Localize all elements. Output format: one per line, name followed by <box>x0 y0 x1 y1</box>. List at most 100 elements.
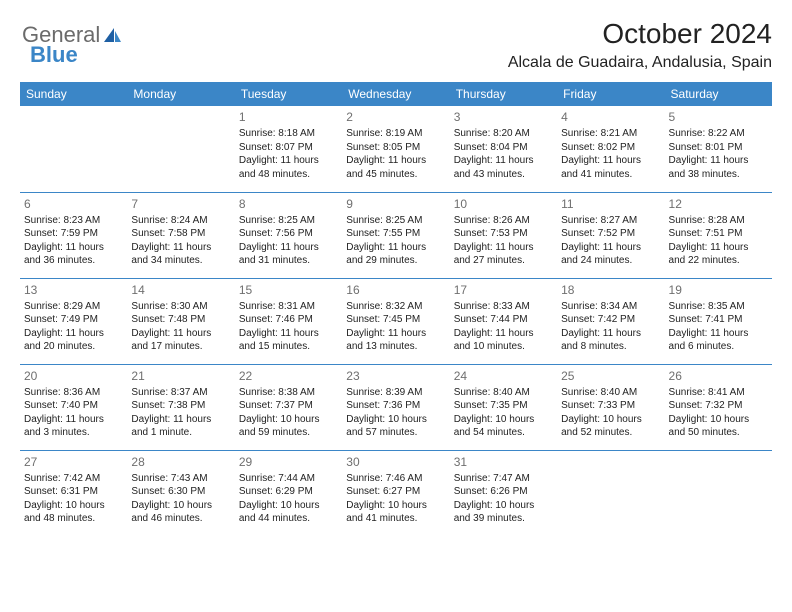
day-number: 14 <box>131 282 230 298</box>
calendar-row: 13Sunrise: 8:29 AMSunset: 7:49 PMDayligh… <box>20 278 772 364</box>
daylight-text: and 46 minutes. <box>131 512 230 526</box>
calendar-row: 6Sunrise: 8:23 AMSunset: 7:59 PMDaylight… <box>20 192 772 278</box>
calendar-cell: 12Sunrise: 8:28 AMSunset: 7:51 PMDayligh… <box>665 192 772 278</box>
sunrise-text: Sunrise: 8:18 AM <box>239 127 338 141</box>
calendar-row: 1Sunrise: 8:18 AMSunset: 8:07 PMDaylight… <box>20 106 772 192</box>
day-header: Tuesday <box>235 82 342 106</box>
sunrise-text: Sunrise: 8:37 AM <box>131 386 230 400</box>
sunset-text: Sunset: 8:04 PM <box>454 141 553 155</box>
daylight-text: Daylight: 11 hours <box>561 154 660 168</box>
sunset-text: Sunset: 7:44 PM <box>454 313 553 327</box>
daylight-text: Daylight: 11 hours <box>24 413 123 427</box>
sunrise-text: Sunrise: 8:26 AM <box>454 214 553 228</box>
page-title: October 2024 <box>20 18 772 50</box>
daylight-text: and 29 minutes. <box>346 254 445 268</box>
sunset-text: Sunset: 7:35 PM <box>454 399 553 413</box>
daylight-text: Daylight: 11 hours <box>239 327 338 341</box>
day-header-row: Sunday Monday Tuesday Wednesday Thursday… <box>20 82 772 106</box>
sunrise-text: Sunrise: 8:36 AM <box>24 386 123 400</box>
sunset-text: Sunset: 7:38 PM <box>131 399 230 413</box>
sunset-text: Sunset: 8:07 PM <box>239 141 338 155</box>
daylight-text: Daylight: 11 hours <box>454 327 553 341</box>
calendar-cell: 7Sunrise: 8:24 AMSunset: 7:58 PMDaylight… <box>127 192 234 278</box>
sunrise-text: Sunrise: 8:29 AM <box>24 300 123 314</box>
calendar-cell: 29Sunrise: 7:44 AMSunset: 6:29 PMDayligh… <box>235 450 342 536</box>
daylight-text: and 39 minutes. <box>454 512 553 526</box>
daylight-text: and 34 minutes. <box>131 254 230 268</box>
calendar-cell: 25Sunrise: 8:40 AMSunset: 7:33 PMDayligh… <box>557 364 664 450</box>
day-number: 1 <box>239 109 338 125</box>
day-number: 11 <box>561 196 660 212</box>
calendar-cell: 19Sunrise: 8:35 AMSunset: 7:41 PMDayligh… <box>665 278 772 364</box>
sunset-text: Sunset: 7:58 PM <box>131 227 230 241</box>
daylight-text: Daylight: 11 hours <box>669 241 768 255</box>
sunrise-text: Sunrise: 8:40 AM <box>454 386 553 400</box>
day-number: 9 <box>346 196 445 212</box>
daylight-text: Daylight: 11 hours <box>24 241 123 255</box>
daylight-text: Daylight: 10 hours <box>239 499 338 513</box>
calendar-cell: 27Sunrise: 7:42 AMSunset: 6:31 PMDayligh… <box>20 450 127 536</box>
daylight-text: and 3 minutes. <box>24 426 123 440</box>
sunrise-text: Sunrise: 8:38 AM <box>239 386 338 400</box>
daylight-text: Daylight: 11 hours <box>131 241 230 255</box>
daylight-text: and 41 minutes. <box>561 168 660 182</box>
day-header: Saturday <box>665 82 772 106</box>
calendar-cell: 5Sunrise: 8:22 AMSunset: 8:01 PMDaylight… <box>665 106 772 192</box>
sunrise-text: Sunrise: 8:21 AM <box>561 127 660 141</box>
day-number: 19 <box>669 282 768 298</box>
day-number: 5 <box>669 109 768 125</box>
daylight-text: Daylight: 10 hours <box>239 413 338 427</box>
calendar-cell: 23Sunrise: 8:39 AMSunset: 7:36 PMDayligh… <box>342 364 449 450</box>
day-number: 31 <box>454 454 553 470</box>
day-number: 4 <box>561 109 660 125</box>
sunset-text: Sunset: 7:46 PM <box>239 313 338 327</box>
page-header: October 2024 Alcala de Guadaira, Andalus… <box>20 18 772 72</box>
daylight-text: and 24 minutes. <box>561 254 660 268</box>
sunset-text: Sunset: 6:26 PM <box>454 485 553 499</box>
calendar-cell: 4Sunrise: 8:21 AMSunset: 8:02 PMDaylight… <box>557 106 664 192</box>
daylight-text: and 48 minutes. <box>24 512 123 526</box>
daylight-text: Daylight: 11 hours <box>239 241 338 255</box>
daylight-text: Daylight: 11 hours <box>131 327 230 341</box>
sunrise-text: Sunrise: 8:22 AM <box>669 127 768 141</box>
daylight-text: Daylight: 11 hours <box>24 327 123 341</box>
sunrise-text: Sunrise: 8:31 AM <box>239 300 338 314</box>
daylight-text: Daylight: 11 hours <box>239 154 338 168</box>
daylight-text: Daylight: 11 hours <box>346 241 445 255</box>
sunset-text: Sunset: 7:59 PM <box>24 227 123 241</box>
calendar-cell: 11Sunrise: 8:27 AMSunset: 7:52 PMDayligh… <box>557 192 664 278</box>
calendar-row: 27Sunrise: 7:42 AMSunset: 6:31 PMDayligh… <box>20 450 772 536</box>
day-header: Monday <box>127 82 234 106</box>
daylight-text: Daylight: 10 hours <box>346 499 445 513</box>
daylight-text: and 44 minutes. <box>239 512 338 526</box>
sunset-text: Sunset: 7:45 PM <box>346 313 445 327</box>
daylight-text: Daylight: 11 hours <box>346 154 445 168</box>
daylight-text: Daylight: 10 hours <box>131 499 230 513</box>
calendar-cell: 21Sunrise: 8:37 AMSunset: 7:38 PMDayligh… <box>127 364 234 450</box>
day-number: 21 <box>131 368 230 384</box>
calendar-cell: 28Sunrise: 7:43 AMSunset: 6:30 PMDayligh… <box>127 450 234 536</box>
daylight-text: and 57 minutes. <box>346 426 445 440</box>
sunrise-text: Sunrise: 8:30 AM <box>131 300 230 314</box>
sunset-text: Sunset: 7:51 PM <box>669 227 768 241</box>
calendar-cell <box>127 106 234 192</box>
day-number: 29 <box>239 454 338 470</box>
daylight-text: Daylight: 11 hours <box>346 327 445 341</box>
day-number: 26 <box>669 368 768 384</box>
daylight-text: and 15 minutes. <box>239 340 338 354</box>
day-number: 2 <box>346 109 445 125</box>
sunrise-text: Sunrise: 8:23 AM <box>24 214 123 228</box>
daylight-text: and 50 minutes. <box>669 426 768 440</box>
sunset-text: Sunset: 8:05 PM <box>346 141 445 155</box>
daylight-text: Daylight: 10 hours <box>669 413 768 427</box>
sunset-text: Sunset: 7:41 PM <box>669 313 768 327</box>
calendar-cell: 3Sunrise: 8:20 AMSunset: 8:04 PMDaylight… <box>450 106 557 192</box>
day-number: 25 <box>561 368 660 384</box>
calendar-cell: 9Sunrise: 8:25 AMSunset: 7:55 PMDaylight… <box>342 192 449 278</box>
calendar-cell: 14Sunrise: 8:30 AMSunset: 7:48 PMDayligh… <box>127 278 234 364</box>
sunset-text: Sunset: 6:29 PM <box>239 485 338 499</box>
sunrise-text: Sunrise: 8:25 AM <box>239 214 338 228</box>
daylight-text: and 22 minutes. <box>669 254 768 268</box>
calendar-cell: 2Sunrise: 8:19 AMSunset: 8:05 PMDaylight… <box>342 106 449 192</box>
daylight-text: and 20 minutes. <box>24 340 123 354</box>
